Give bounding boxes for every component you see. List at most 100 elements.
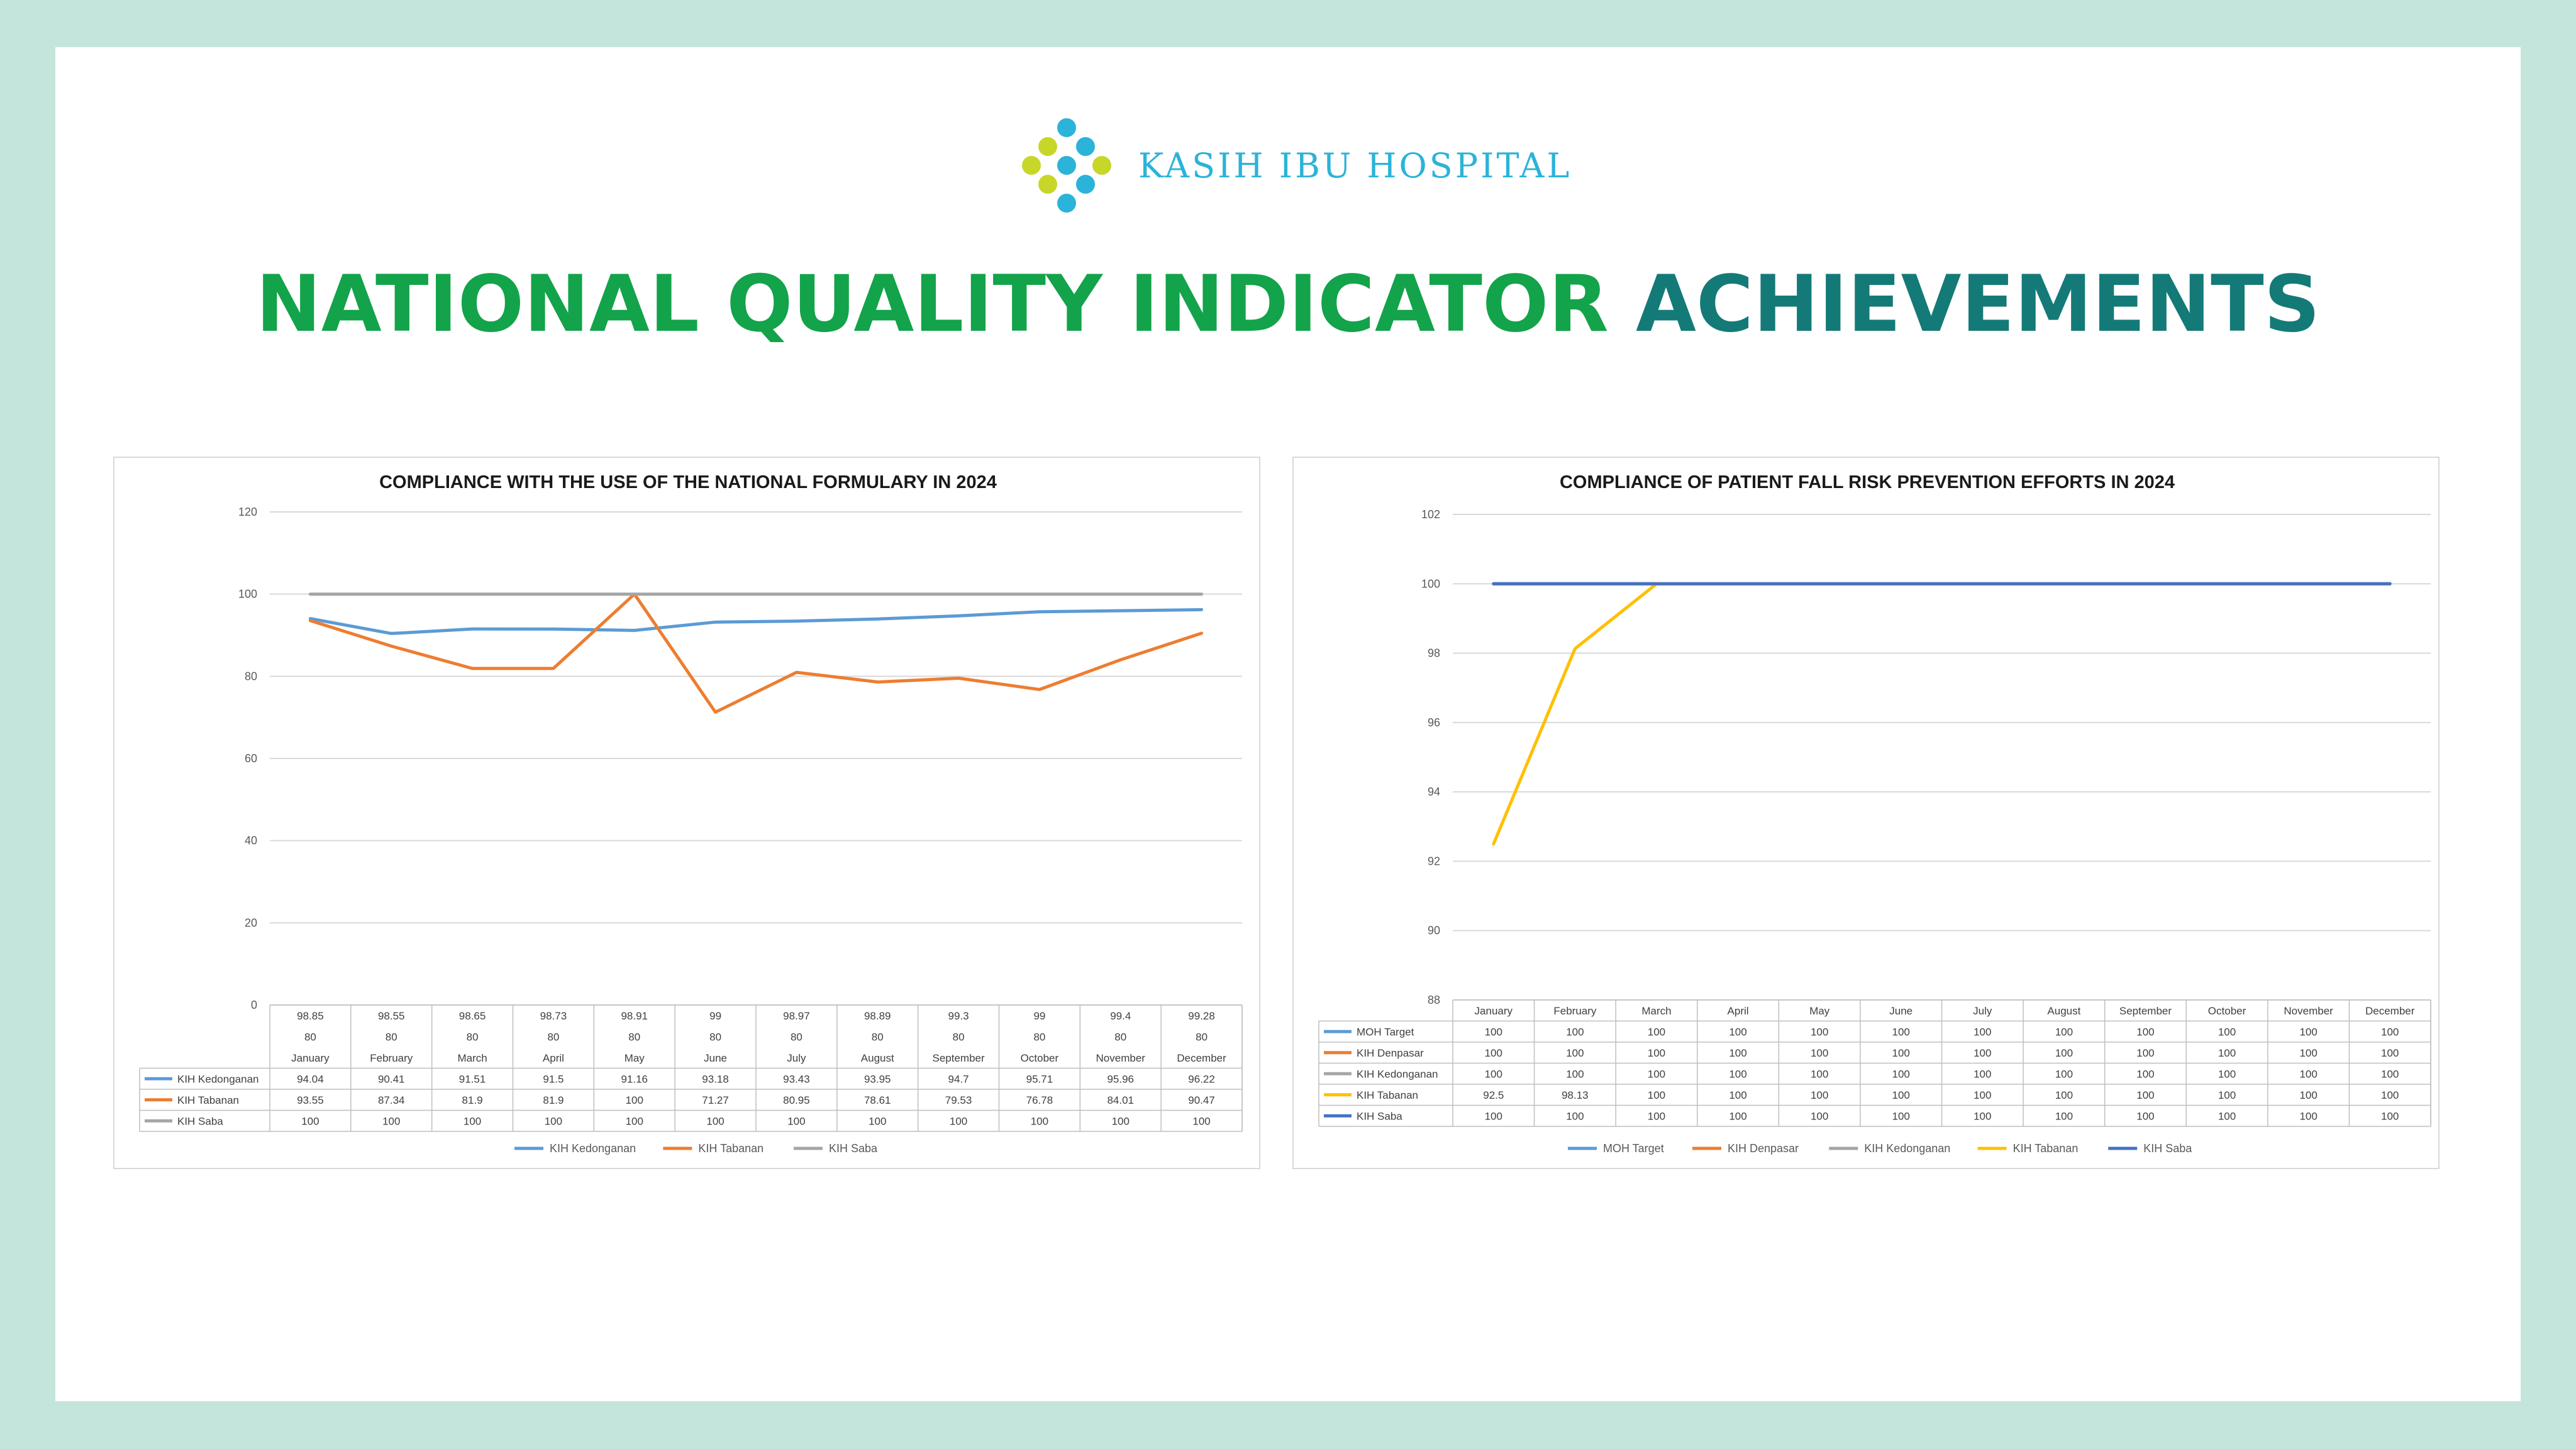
- table-cell: 98.13: [1562, 1089, 1589, 1101]
- table-cell: 92.5: [1483, 1089, 1504, 1101]
- table-cell: 96.22: [1188, 1073, 1215, 1085]
- table-cell: 84.01: [1107, 1094, 1134, 1106]
- table-cell: 93.18: [702, 1073, 729, 1085]
- table-cell: 100: [1811, 1110, 1828, 1122]
- table-cell: 100: [2055, 1026, 2073, 1038]
- x-category-label: December: [2365, 1005, 2415, 1017]
- table-cell: 93.95: [864, 1073, 891, 1085]
- table-cell: 80: [872, 1031, 884, 1043]
- table-cell: 100: [2381, 1047, 2399, 1059]
- formulary-compliance-chart: COMPLIANCE WITH THE USE OF THE NATIONAL …: [113, 457, 1260, 1169]
- table-cell: 100: [1648, 1047, 1665, 1059]
- table-cell: 100: [2055, 1089, 2073, 1101]
- x-category-label: July: [787, 1052, 806, 1064]
- table-cell: 100: [2381, 1068, 2399, 1080]
- table-series-label: KIH Denpasar: [1357, 1047, 1424, 1059]
- table-cell: 81.9: [462, 1094, 483, 1106]
- table-cell: 80: [1033, 1031, 1045, 1043]
- table-cell: 98.55: [378, 1010, 405, 1022]
- x-category-label: December: [1177, 1052, 1226, 1064]
- table-cell: 95.96: [1107, 1073, 1134, 1085]
- table-cell: 100: [1566, 1110, 1584, 1122]
- table-cell: 91.51: [459, 1073, 486, 1085]
- table-cell: 100: [1729, 1047, 1746, 1059]
- table-cell: 100: [382, 1115, 400, 1127]
- fall-risk-chart-svg: COMPLIANCE OF PATIENT FALL RISK PREVENTI…: [1318, 472, 2431, 1155]
- table-cell: 98.85: [297, 1010, 324, 1022]
- table-cell: 100: [1729, 1089, 1746, 1101]
- x-category-label: November: [2284, 1005, 2333, 1017]
- table-series-label: MOH Target: [1357, 1026, 1414, 1038]
- y-tick-label: 96: [1428, 716, 1440, 729]
- table-cell: 100: [706, 1115, 724, 1127]
- table-cell: 100: [1892, 1089, 1910, 1101]
- table-cell: 100: [301, 1115, 319, 1127]
- table-cell: 100: [1192, 1115, 1210, 1127]
- y-tick-label: 90: [1428, 924, 1440, 937]
- x-category-label: April: [1728, 1005, 1749, 1017]
- table-cell: 99: [1033, 1010, 1045, 1022]
- x-category-label: June: [1889, 1005, 1913, 1017]
- table-cell: 100: [1648, 1110, 1665, 1122]
- table-cell: 100: [1892, 1047, 1910, 1059]
- table-cell: 80: [304, 1031, 316, 1043]
- table-cell: 100: [1485, 1068, 1502, 1080]
- x-category-label: May: [1809, 1005, 1830, 1017]
- table-series-label: KIH Kedonganan: [1357, 1068, 1438, 1080]
- table-cell: 100: [2218, 1047, 2236, 1059]
- table-cell: 100: [1566, 1026, 1584, 1038]
- page-title-part-2: ACHIEVEMENTS: [1636, 259, 2321, 350]
- table-cell: 100: [1974, 1047, 1991, 1059]
- table-cell: 100: [464, 1115, 481, 1127]
- y-tick-label: 98: [1428, 647, 1440, 660]
- legend-label: MOH Target: [1603, 1142, 1664, 1155]
- table-cell: 100: [2136, 1110, 2154, 1122]
- series-line: [308, 608, 1204, 635]
- page-title-part-1: NATIONAL QUALITY INDICATOR: [255, 259, 1609, 350]
- table-cell: 100: [1485, 1047, 1502, 1059]
- x-category-label: May: [625, 1052, 645, 1064]
- table-cell: 100: [2136, 1026, 2154, 1038]
- table-cell: 91.5: [543, 1073, 564, 1085]
- table-cell: 98.91: [621, 1010, 648, 1022]
- x-category-label: September: [932, 1052, 984, 1064]
- table-cell: 71.27: [702, 1094, 729, 1106]
- table-series-label: KIH Tabanan: [177, 1094, 239, 1106]
- table-series-label: KIH Saba: [177, 1115, 223, 1127]
- table-cell: 80: [467, 1031, 479, 1043]
- table-cell: 90.47: [1188, 1094, 1215, 1106]
- legend-label: KIH Saba: [2143, 1142, 2192, 1155]
- y-tick-label: 102: [1421, 508, 1440, 521]
- table-cell: 99: [709, 1010, 721, 1022]
- table-cell: 100: [1811, 1047, 1828, 1059]
- table-cell: 94.04: [297, 1073, 324, 1085]
- y-tick-label: 40: [245, 835, 257, 847]
- table-cell: 100: [2055, 1068, 2073, 1080]
- table-cell: 100: [1729, 1026, 1746, 1038]
- legend-label: KIH Denpasar: [1728, 1142, 1799, 1155]
- x-category-label: March: [1641, 1005, 1671, 1017]
- legend-label: KIH Saba: [829, 1142, 878, 1155]
- table-cell: 100: [2381, 1110, 2399, 1122]
- table-series-label: KIH Tabanan: [1357, 1089, 1418, 1101]
- legend-label: KIH Kedonganan: [1864, 1142, 1950, 1155]
- table-cell: 99.28: [1188, 1010, 1215, 1022]
- table-cell: 87.34: [378, 1094, 405, 1106]
- table-cell: 98.65: [459, 1010, 486, 1022]
- table-cell: 100: [2218, 1068, 2236, 1080]
- table-cell: 80: [628, 1031, 640, 1043]
- chart-title: COMPLIANCE OF PATIENT FALL RISK PREVENTI…: [1560, 472, 2175, 492]
- x-category-label: August: [861, 1052, 894, 1064]
- table-cell: 100: [2218, 1110, 2236, 1122]
- table-cell: 100: [2299, 1089, 2317, 1101]
- table-cell: 100: [1974, 1110, 1991, 1122]
- x-category-label: November: [1096, 1052, 1146, 1064]
- table-cell: 100: [1648, 1089, 1665, 1101]
- table-cell: 100: [1112, 1115, 1130, 1127]
- table-cell: 100: [1566, 1047, 1584, 1059]
- legend-label: KIH Kedonganan: [550, 1142, 636, 1155]
- table-cell: 91.16: [621, 1073, 648, 1085]
- x-category-label: September: [2119, 1005, 2172, 1017]
- table-cell: 100: [1648, 1068, 1665, 1080]
- table-cell: 80: [547, 1031, 559, 1043]
